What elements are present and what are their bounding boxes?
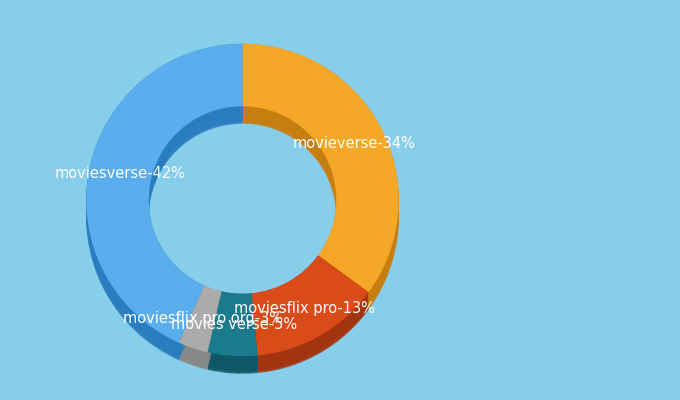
Text: moviesflix pro-13%: moviesflix pro-13% — [234, 301, 375, 316]
Wedge shape — [86, 59, 243, 358]
Wedge shape — [86, 52, 243, 351]
Wedge shape — [179, 300, 222, 367]
Wedge shape — [86, 50, 243, 349]
Wedge shape — [252, 255, 369, 356]
Wedge shape — [252, 258, 369, 358]
Wedge shape — [243, 55, 398, 304]
Wedge shape — [243, 56, 398, 305]
Text: movieverse-34%: movieverse-34% — [292, 136, 415, 151]
Wedge shape — [179, 299, 222, 366]
Wedge shape — [243, 59, 398, 307]
Wedge shape — [207, 301, 258, 366]
Wedge shape — [179, 292, 222, 358]
Wedge shape — [252, 268, 369, 368]
Wedge shape — [243, 54, 398, 302]
Wedge shape — [207, 291, 258, 356]
Wedge shape — [207, 306, 258, 371]
Wedge shape — [207, 294, 258, 359]
Wedge shape — [252, 267, 369, 367]
Text: movies verse-5%: movies verse-5% — [171, 317, 297, 332]
Wedge shape — [252, 260, 369, 360]
Wedge shape — [207, 305, 258, 370]
Wedge shape — [207, 303, 258, 368]
Wedge shape — [243, 48, 398, 296]
Wedge shape — [207, 299, 258, 364]
Wedge shape — [179, 302, 222, 368]
Wedge shape — [86, 61, 243, 360]
Wedge shape — [179, 296, 222, 362]
Text: moviesverse-42%: moviesverse-42% — [55, 166, 186, 181]
Wedge shape — [252, 273, 369, 373]
Wedge shape — [86, 44, 243, 343]
Wedge shape — [243, 58, 398, 306]
Wedge shape — [252, 270, 369, 370]
Wedge shape — [243, 44, 398, 292]
Wedge shape — [252, 272, 369, 372]
Wedge shape — [179, 288, 222, 355]
Wedge shape — [179, 297, 222, 364]
Wedge shape — [243, 61, 398, 310]
Wedge shape — [252, 263, 369, 363]
Wedge shape — [86, 49, 243, 348]
Wedge shape — [207, 298, 258, 362]
Wedge shape — [86, 54, 243, 353]
Wedge shape — [243, 50, 398, 298]
Wedge shape — [207, 293, 258, 358]
Wedge shape — [207, 300, 258, 365]
Wedge shape — [86, 58, 243, 356]
Wedge shape — [243, 60, 398, 308]
Wedge shape — [86, 46, 243, 345]
Wedge shape — [207, 291, 258, 356]
Wedge shape — [86, 44, 243, 343]
Wedge shape — [207, 296, 258, 361]
Wedge shape — [243, 46, 398, 295]
Wedge shape — [207, 295, 258, 360]
Wedge shape — [86, 55, 243, 354]
Wedge shape — [243, 44, 398, 292]
Wedge shape — [252, 259, 369, 359]
Wedge shape — [243, 52, 398, 301]
Wedge shape — [86, 48, 243, 346]
Wedge shape — [179, 303, 222, 370]
Wedge shape — [207, 309, 258, 374]
Wedge shape — [179, 286, 222, 352]
Wedge shape — [252, 265, 369, 366]
Wedge shape — [252, 262, 369, 362]
Wedge shape — [252, 264, 369, 364]
Wedge shape — [243, 45, 398, 294]
Wedge shape — [86, 56, 243, 355]
Wedge shape — [252, 255, 369, 356]
Wedge shape — [179, 298, 222, 365]
Wedge shape — [243, 51, 398, 300]
Text: moviesflix pro org-3%: moviesflix pro org-3% — [122, 311, 283, 326]
Wedge shape — [252, 257, 369, 357]
Wedge shape — [86, 45, 243, 344]
Wedge shape — [207, 304, 258, 369]
Wedge shape — [179, 287, 222, 354]
Wedge shape — [179, 293, 222, 360]
Wedge shape — [86, 60, 243, 359]
Wedge shape — [179, 286, 222, 352]
Wedge shape — [179, 290, 222, 357]
Wedge shape — [243, 49, 398, 297]
Wedge shape — [252, 269, 369, 369]
Wedge shape — [179, 289, 222, 356]
Wedge shape — [86, 51, 243, 350]
Wedge shape — [207, 308, 258, 372]
Wedge shape — [179, 294, 222, 361]
